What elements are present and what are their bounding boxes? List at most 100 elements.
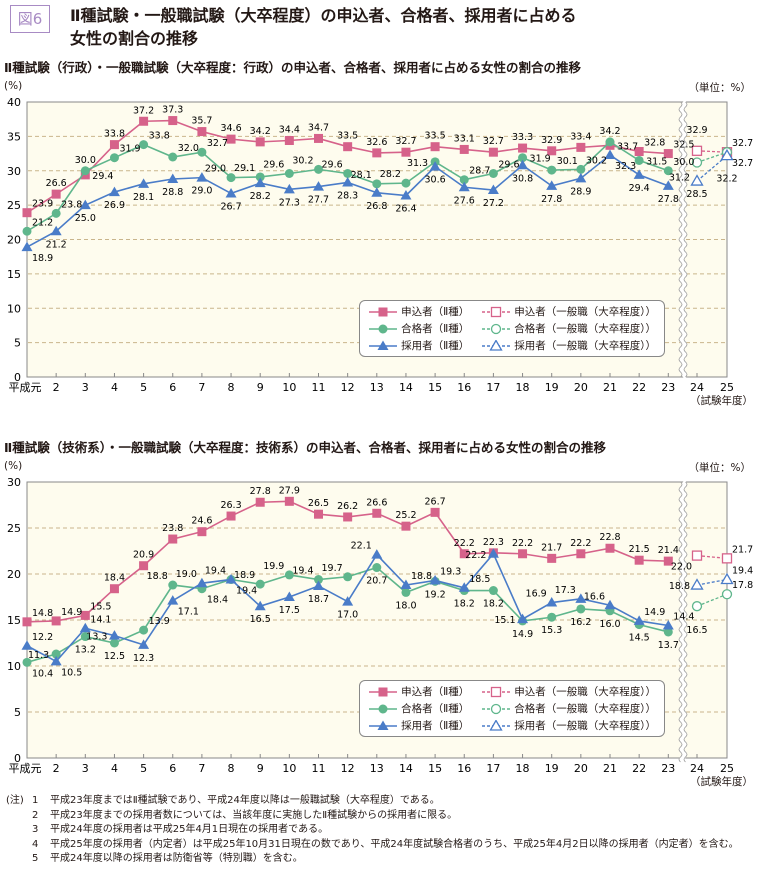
chart2-data-label: 14.9 [512, 629, 533, 640]
chart2-data-label: 25.2 [395, 510, 416, 521]
chart1-data-point [109, 140, 119, 150]
note-text: 平成25年度の採用者（内定者）は平成25年10月31日現在の数であり、平成24年… [50, 838, 739, 850]
chart1-data-label: 29.6 [321, 160, 342, 171]
chart1-data-label: 28.1 [351, 170, 372, 181]
chart1-data-label: 30.2 [292, 155, 313, 166]
chart1-data-point [196, 172, 208, 182]
chart1-data-point [690, 174, 704, 186]
chart1-data-label: 29.4 [629, 183, 650, 194]
chart2-legend-item: 合格者（Ⅱ種） [368, 701, 469, 716]
chart1-ytick-label: 15 [7, 268, 21, 281]
circle-marker-icon [369, 704, 398, 713]
chart1-data-point [255, 172, 265, 182]
chart2-ytick-label: 25 [7, 522, 21, 535]
note-number: 5 [32, 853, 39, 864]
chart2-data-label: 17.8 [732, 580, 753, 591]
chart2-xtick-label: 9 [257, 762, 264, 775]
note-text: 平成23年度まではⅡ種試験であり、平成24年度以降は一般職試験（大卒程度）である… [50, 795, 440, 806]
chart1-data-label: 27.6 [454, 195, 475, 206]
chart2-data-label: 17.5 [279, 605, 300, 616]
chart2-data-point [634, 555, 644, 565]
chart1-xtick-label: 平成元 [9, 381, 42, 394]
chart2-xtick-label: 3 [82, 762, 89, 775]
chart2-data-label: 16.2 [570, 617, 591, 628]
chart1-data-point [197, 147, 207, 157]
chart1-data-point [372, 179, 382, 189]
chart1-data-point [108, 186, 120, 197]
chart2-title: Ⅱ種試験（技術系）・一般職試験（大卒程度：技術系）の申込者、合格者、採用者に占め… [4, 440, 606, 455]
chart2-data-point [284, 570, 294, 580]
chart2-data-label: 15.1 [494, 615, 515, 626]
chart1-data-label: 26.8 [366, 201, 387, 212]
chart2-data-point [575, 593, 587, 603]
chart1-data-label: 28.1 [133, 192, 154, 203]
chart2-data-label: 16.5 [686, 625, 707, 636]
chart1-data-point [139, 140, 149, 150]
notes-head: (注) [6, 795, 24, 806]
note-text: 平成24年度以降の採用者は防衛省等（特別職）を含む。 [50, 853, 303, 864]
chart1-data-point [284, 169, 294, 178]
chart1-data-label: 29.6 [263, 160, 284, 171]
chart1-data-point [343, 169, 353, 178]
chart2-data-label: 26.6 [366, 497, 387, 508]
chart2-data-point [314, 575, 323, 585]
chart2-data-point [167, 595, 179, 605]
chart2-legend-item: 採用者（Ⅱ種） [368, 718, 469, 733]
chart1-data-point [226, 173, 236, 183]
chart1-xtick-label: 19 [545, 381, 559, 394]
chart1-data-label: 21.2 [46, 239, 67, 250]
chart1-data-point [343, 142, 353, 152]
chart2-data-point [458, 582, 470, 592]
legend-marker [491, 703, 502, 714]
chart2-data-label: 18.7 [308, 594, 329, 605]
chart2-data-point [283, 591, 295, 601]
chart2-data-label: 12.2 [32, 632, 53, 643]
chart1-data-label: 27.8 [658, 194, 679, 205]
chart1-data-label: 29.0 [191, 186, 212, 197]
chart2-xtick-label: 24 [690, 762, 704, 775]
chart2-legend-label: 合格者（一般職（大卒程度）） [514, 703, 656, 715]
chart1-data-label: 29.6 [498, 160, 519, 171]
chart1-data-label: 27.8 [541, 194, 562, 205]
chart2-data-label: 21.7 [732, 544, 753, 555]
chart2-data-label: 15.3 [541, 625, 562, 636]
chart1-data-label: 32.9 [541, 135, 562, 146]
chart2-data-label: 20.7 [366, 576, 387, 587]
chart1-data-label: 30.1 [557, 156, 578, 167]
chart2-data-point [400, 579, 412, 590]
chart1-data-point [342, 176, 354, 187]
chart2-ytick-label: 20 [7, 568, 21, 581]
chart2-data-label: 13.9 [149, 616, 170, 627]
chart2-data-label: 21.7 [541, 542, 562, 553]
chart2-xtick-label: 7 [198, 762, 205, 775]
chart1-data-label: 29.0 [205, 164, 226, 175]
legend-marker [489, 339, 503, 351]
chart1-data-label: 23.8 [61, 199, 82, 210]
square-marker-icon [482, 306, 511, 317]
chart1-data-point [547, 165, 557, 175]
chart2-data-label: 18.8 [147, 571, 168, 582]
chart1-data-point [255, 137, 265, 147]
chart2-data-label: 14.8 [32, 608, 53, 619]
chart2-legend-label: 採用者（Ⅱ種） [401, 720, 470, 732]
chart1-ylabel: (%) [4, 80, 23, 92]
chart2-data-point [226, 511, 236, 521]
chart1-data-point [168, 116, 178, 126]
note-text: 平成24年度の採用者は平成25年4月1日現在の採用者である。 [50, 824, 329, 835]
chart1-data-point [634, 147, 644, 156]
chart2-data-label: 18.9 [234, 570, 255, 581]
chart1-xtick-label: 5 [140, 381, 147, 394]
chart2-xtick-label: 22 [632, 762, 646, 775]
chart1-data-label: 32.9 [686, 125, 707, 136]
chart2-data-point [518, 549, 528, 559]
chart2-data-point [663, 627, 673, 637]
chart1-data-point [254, 177, 266, 188]
chart2-data-point [108, 630, 120, 640]
chart2-data-label: 18.4 [104, 573, 125, 584]
chart1-legend-label: 合格者（一般職（大卒程度）） [514, 323, 656, 335]
chart1-data-label: 31.9 [119, 144, 140, 155]
chart2-data-point [22, 657, 32, 667]
chart2-data-point [254, 600, 266, 611]
chart2-data-point [138, 639, 150, 649]
chart1-data-point [139, 116, 149, 126]
